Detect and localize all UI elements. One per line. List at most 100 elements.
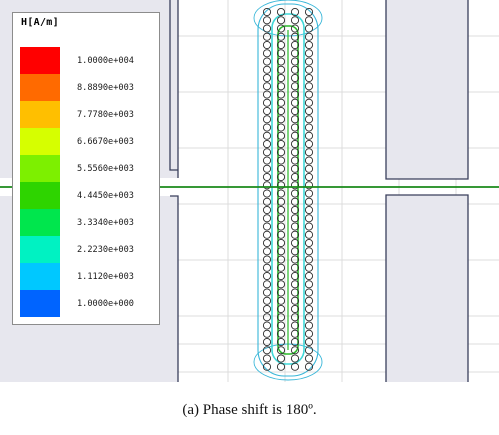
coil-turn [304,288,314,297]
coil-turn [262,214,272,223]
coil-turn [304,181,314,190]
coil-turn [290,189,300,198]
coil-turn [304,40,314,50]
coil-turn [304,32,314,41]
coil-turn [290,271,300,281]
legend-label: 7.7780e+003 [77,110,134,120]
coil-turn [290,222,300,231]
coil-turn [304,230,314,239]
coil-turn [290,313,300,322]
coil-turn [290,214,300,223]
coil-turn [276,313,286,322]
coil-turn [262,263,272,272]
coil-turn [304,346,314,355]
legend-label: 5.5560e+003 [77,164,134,174]
coil-turn [262,82,272,91]
coil-turn [290,106,300,116]
legend-title: H[A/m] [21,17,59,28]
coil-turn [276,49,286,58]
legend-label: 8.8890e+003 [77,83,134,93]
right-core-lower [386,195,468,382]
coil-turn [262,115,272,124]
coil-turn [262,24,272,33]
right-core-upper-edge [385,0,469,180]
field-envelope [257,3,319,377]
coil-turn [262,296,272,305]
coil-turn [304,115,314,124]
coil-turn [304,304,314,314]
coil-turn [262,172,272,182]
coil-turn [290,247,300,256]
coil-turn [290,82,300,91]
coil-turn [262,16,272,25]
coil-turn [276,7,286,17]
coil-turn [276,181,286,190]
coil-turn [276,238,286,248]
coil-turn [290,288,300,297]
field-band-green [277,25,299,355]
legend-entry: 3.3340e+003 [20,209,155,236]
coil-turn [304,197,314,206]
coil-turn [276,148,286,157]
coil-turn [304,247,314,256]
coil-turn [276,40,286,50]
color-legend: H[A/m] 1.0000e+004 8.8890e+003 7.7780e+003… [12,12,160,325]
coil-turn [262,90,272,99]
coil-turn [262,49,272,58]
coil-turn [290,337,300,347]
coil-turn [290,172,300,182]
coil-turn [290,16,300,25]
coil-turn [262,123,272,132]
coil-turn [304,49,314,58]
coil-turn [290,354,300,363]
coil-turn [262,321,272,330]
coil-turn [276,172,286,182]
coil-turn [290,197,300,206]
coil-turn [276,329,286,338]
coil-turn [304,57,314,66]
coil-turn [290,24,300,33]
coil-turn [290,73,300,83]
coil-turn [304,82,314,91]
coil-turn [276,139,286,149]
coil-turn [262,156,272,165]
coil-turn [262,98,272,107]
coil-turn [262,337,272,347]
legend-label: 2.2230e+003 [77,245,134,255]
coil-turn [290,90,300,99]
coil-turn [290,148,300,157]
coil-turn [290,65,300,74]
coil-turn [276,280,286,289]
coil-turn [290,115,300,124]
legend-swatch [20,47,60,74]
coil-turn [276,73,286,83]
legend-entry: 1.0000e+004 [20,47,155,74]
coil-turn [304,321,314,330]
coil-turn [262,139,272,149]
coil-turn [290,329,300,338]
coil-turn [262,354,272,363]
coil-turn [262,164,272,173]
coil-turn [290,362,300,371]
coil-turn [276,189,286,198]
coil-turn [276,98,286,107]
coil-turn [304,123,314,132]
coil-turn [262,148,272,157]
coil-turn [262,329,272,338]
coil-turn [290,123,300,132]
coil-turn [276,197,286,206]
legend-entry: 5.5560e+003 [20,155,155,182]
coil-turn [304,16,314,25]
legend-entry: 1.0000e+000 [20,290,155,317]
coil-turn [262,313,272,322]
coil-turn [290,139,300,149]
coil-turn [276,362,286,371]
legend-swatch [20,290,60,317]
coil-turn [276,82,286,91]
coil-turn [304,271,314,281]
coil-turn [290,32,300,41]
coil-turn [276,346,286,355]
legend-label: 4.4450e+003 [77,191,134,201]
coil-turn [276,321,286,330]
coil-turn [276,230,286,239]
